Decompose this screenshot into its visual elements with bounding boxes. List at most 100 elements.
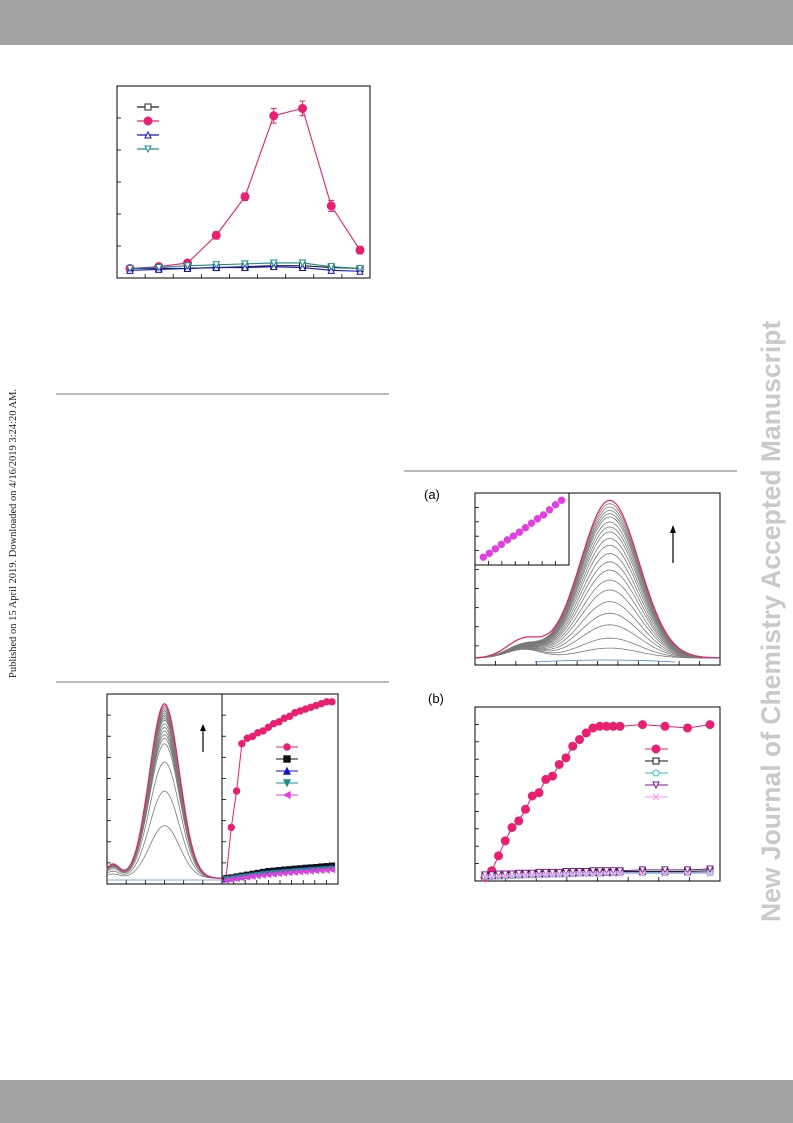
ph-data-point bbox=[126, 266, 134, 274]
panel-a-curve bbox=[474, 526, 721, 659]
panel-b-data-point bbox=[549, 871, 556, 879]
panel-b-data-point bbox=[639, 870, 646, 877]
panel-b-data-point bbox=[706, 867, 714, 875]
panel-b-data-point bbox=[528, 871, 536, 879]
titration-data-point bbox=[264, 868, 272, 876]
panel-b-data-point bbox=[602, 721, 611, 731]
titration-series-line bbox=[225, 869, 333, 881]
titration-legend-marker bbox=[282, 790, 291, 800]
titration-data-point bbox=[259, 869, 267, 876]
panel-b-series-line bbox=[485, 870, 711, 877]
spectra-curve bbox=[106, 715, 223, 879]
footer-bar bbox=[0, 1080, 793, 1123]
titration-data-point bbox=[291, 868, 299, 876]
titration-data-point bbox=[222, 875, 230, 882]
titration-frame bbox=[221, 693, 339, 885]
panel-b-data-point bbox=[515, 871, 523, 879]
titration-data-point bbox=[307, 703, 315, 711]
panel-b-data-point bbox=[608, 721, 618, 731]
panel-b-data-point bbox=[595, 721, 605, 731]
panel-b-data-point bbox=[638, 720, 647, 730]
panel-b-data-point bbox=[521, 869, 530, 878]
panel-b-data-point bbox=[561, 753, 571, 763]
panel-b-data-point bbox=[596, 869, 604, 877]
panel-a-curve bbox=[474, 624, 720, 659]
panel-b-data-point bbox=[522, 872, 529, 880]
ph-data-point bbox=[126, 264, 134, 272]
panel-b-data-point bbox=[576, 869, 583, 877]
section-rule-right bbox=[404, 470, 737, 472]
panel-b-series-line bbox=[484, 724, 711, 878]
spectra-curve bbox=[106, 710, 223, 879]
titration-legend-marker bbox=[282, 779, 292, 788]
panel-b-data-point bbox=[555, 869, 563, 877]
titration-data-point bbox=[248, 873, 256, 880]
panel-b-data-point bbox=[562, 870, 570, 878]
ph-data-point bbox=[154, 264, 163, 272]
titration-data-point bbox=[275, 869, 283, 877]
panel-b-series-line bbox=[485, 868, 711, 876]
titration-data-point bbox=[323, 866, 331, 873]
panel-b-data-point bbox=[515, 871, 523, 879]
panel-a-curve bbox=[474, 521, 721, 659]
journal-watermark-text: New Journal of Chemistry Accepted Manusc… bbox=[756, 321, 786, 922]
titration-data-point bbox=[286, 866, 293, 873]
ph-data-point bbox=[299, 262, 306, 270]
titration-data-point bbox=[291, 865, 298, 872]
titration-data-point bbox=[302, 867, 309, 875]
ph-data-point bbox=[183, 258, 192, 268]
titration-data-point bbox=[297, 865, 304, 872]
section-rule-left-2 bbox=[56, 681, 389, 683]
publication-note: Published on 15 April 2019. Downloaded o… bbox=[2, 378, 22, 678]
titration-data-point bbox=[296, 707, 304, 715]
panel-a-inset-point bbox=[527, 519, 536, 527]
titration-data-point bbox=[248, 732, 257, 741]
titration-data-point bbox=[238, 874, 246, 881]
titration-data-point bbox=[260, 868, 267, 876]
titration-data-point bbox=[322, 866, 330, 874]
panel-b-data-point bbox=[528, 871, 536, 879]
panel-b-data-point bbox=[487, 871, 496, 879]
panel-b-data-point bbox=[562, 869, 570, 877]
titration-data-point bbox=[249, 870, 256, 877]
ph-series-line bbox=[130, 265, 361, 270]
panel-b-data-point bbox=[661, 868, 669, 876]
panel-b-data-point bbox=[569, 870, 577, 878]
ph-data-point bbox=[326, 201, 336, 211]
panel-b-data-point bbox=[542, 870, 550, 878]
titration-data-point bbox=[301, 868, 309, 876]
titration-data-point bbox=[233, 874, 241, 882]
panel-b-data-point bbox=[501, 871, 509, 879]
panel-b-data-point bbox=[568, 868, 577, 876]
publication-note-text: Published on 15 April 2019. Downloaded o… bbox=[8, 389, 19, 678]
titration-data-point bbox=[275, 718, 283, 726]
panel-b-data-point bbox=[535, 870, 543, 878]
titration-data-point bbox=[280, 869, 288, 877]
panel-b-data-point bbox=[514, 816, 524, 826]
titration-data-point bbox=[317, 699, 326, 708]
titration-data-point bbox=[254, 869, 261, 876]
panel-b-legend-marker bbox=[651, 744, 661, 754]
panel-b-data-point bbox=[582, 868, 590, 876]
panel-b-data-point bbox=[507, 823, 517, 833]
panel-a-baseline bbox=[534, 659, 676, 663]
panel-b-data-point bbox=[589, 867, 597, 875]
titration-data-point bbox=[222, 876, 230, 884]
panel-b-data-point bbox=[589, 870, 597, 878]
titration-data-point bbox=[238, 739, 246, 748]
panel-b-data-point bbox=[542, 870, 550, 878]
panel-b-data-point bbox=[481, 873, 489, 881]
titration-data-point bbox=[313, 863, 320, 871]
panel-b-data-point bbox=[501, 870, 510, 879]
titration-series-line bbox=[225, 701, 332, 879]
titration-data-point bbox=[302, 865, 309, 873]
titration-data-point bbox=[275, 870, 283, 878]
panel-a-inset-point bbox=[485, 549, 494, 558]
titration-data-point bbox=[232, 875, 240, 883]
panel-b-data-point bbox=[609, 868, 617, 876]
panel-b-data-point bbox=[705, 720, 715, 730]
panel-b-data-point bbox=[555, 870, 563, 878]
titration-data-point bbox=[323, 864, 331, 871]
